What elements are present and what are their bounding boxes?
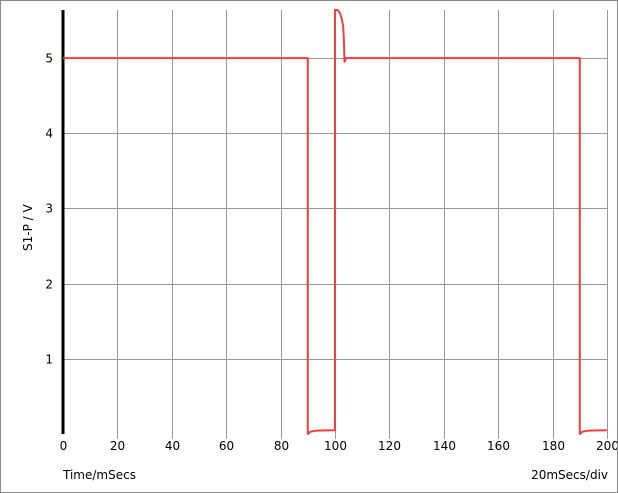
x-tick-label: 180 bbox=[542, 439, 565, 453]
scale-label: 20mSecs/div bbox=[531, 468, 608, 482]
y-tick-label: 1 bbox=[45, 353, 53, 367]
x-tick-label: 40 bbox=[165, 439, 180, 453]
x-tick-label: 140 bbox=[433, 439, 456, 453]
y-tick-label: 3 bbox=[45, 202, 53, 216]
series-line bbox=[63, 9, 608, 435]
y-axis-label: S1-P / V bbox=[21, 204, 35, 251]
x-tick-label: 80 bbox=[274, 439, 289, 453]
y-tick-label: 2 bbox=[45, 278, 53, 292]
x-tick-label: 100 bbox=[324, 439, 347, 453]
x-axis-label: Time/mSecs bbox=[63, 468, 136, 482]
x-tick-label: 120 bbox=[378, 439, 401, 453]
x-tick-label: 20 bbox=[110, 439, 125, 453]
y-tick-label: 4 bbox=[45, 127, 53, 141]
y-tick-label: 5 bbox=[45, 52, 53, 66]
x-tick-label: 200 bbox=[596, 439, 617, 453]
x-tick-label: 160 bbox=[487, 439, 510, 453]
x-tick-label: 60 bbox=[219, 439, 234, 453]
x-tick-label: 0 bbox=[60, 439, 68, 453]
